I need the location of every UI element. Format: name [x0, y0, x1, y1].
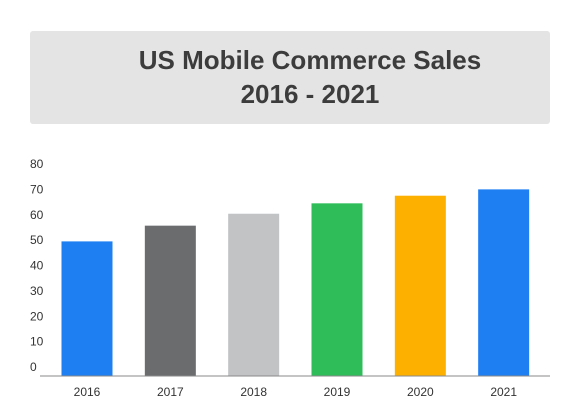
x-tick-label: 2016: [74, 385, 101, 399]
y-tick-label: 70: [30, 182, 44, 196]
x-tick-label: 2017: [157, 385, 184, 399]
chart-title-box: US Mobile Commerce Sales 2016 - 2021: [30, 31, 550, 124]
y-axis-labels: 0 10 20 30 40 50 60 70 80: [30, 157, 44, 374]
x-tick-label: 2018: [240, 385, 267, 399]
y-tick-label: 40: [30, 259, 44, 273]
x-tick-label: 2020: [407, 385, 434, 399]
bar-2019: [311, 203, 363, 376]
y-tick-label: 60: [30, 208, 44, 222]
y-tick-label: 20: [30, 309, 44, 323]
bar-2021: [478, 189, 530, 376]
bars: [61, 189, 530, 376]
bar-2020: [394, 195, 446, 376]
y-tick-label: 10: [30, 335, 44, 349]
x-tick-label: 2021: [490, 385, 517, 399]
x-axis-labels: 2016 2017 2018 2019 2020 2021: [74, 385, 518, 399]
y-tick-label: 80: [30, 157, 44, 171]
y-tick-label: 50: [30, 233, 44, 247]
chart-subtitle: 2016 - 2021: [240, 79, 380, 109]
bar-2016: [61, 241, 113, 376]
x-tick-label: 2019: [324, 385, 351, 399]
y-tick-label: 0: [30, 360, 37, 374]
bar-2017: [144, 225, 196, 376]
bar-2018: [228, 213, 280, 376]
chart-title: US Mobile Commerce Sales: [138, 45, 482, 75]
y-tick-label: 30: [30, 284, 44, 298]
